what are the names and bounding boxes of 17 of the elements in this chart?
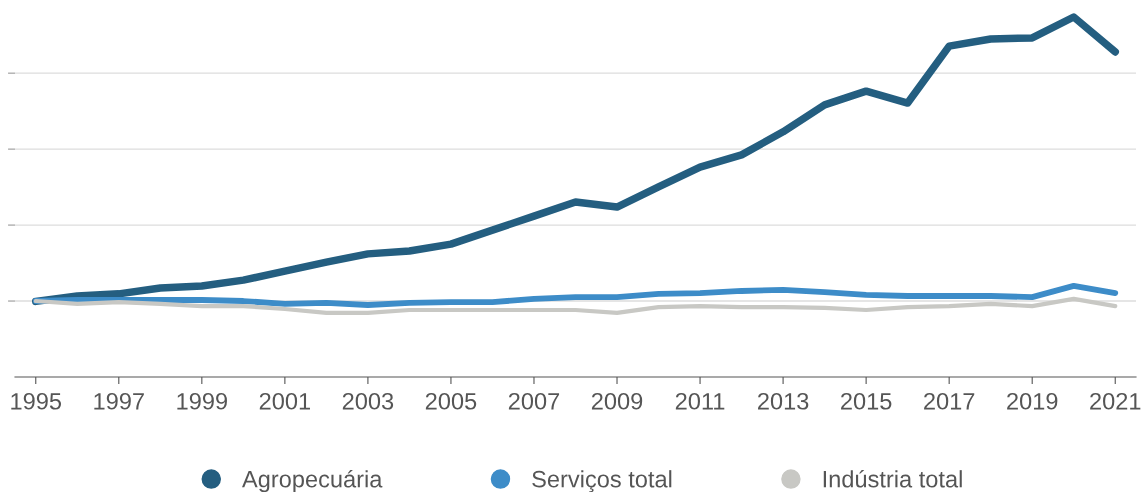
x-tick-label: 2017 bbox=[924, 392, 975, 410]
x-tick-label: 2007 bbox=[508, 392, 560, 410]
x-tick-label: 1997 bbox=[94, 392, 144, 410]
x-tick-label: 2009 bbox=[591, 392, 643, 410]
x-tick-label: 2021 bbox=[1090, 392, 1141, 410]
x-tick-label: 2015 bbox=[841, 392, 892, 410]
x-tick-label: 1999 bbox=[177, 392, 227, 410]
x-tick-label: 2003 bbox=[342, 392, 394, 410]
x-tick-label: 2019 bbox=[1007, 392, 1058, 410]
legend-label: Indústria total bbox=[823, 469, 962, 488]
legend-label: Agropecuária bbox=[242, 469, 383, 492]
x-tick-label: 2001 bbox=[259, 392, 310, 410]
legend-label: Serviços total bbox=[532, 470, 672, 492]
x-tick-label: 1995 bbox=[11, 392, 62, 410]
x-tick-label: 2011 bbox=[675, 392, 725, 410]
x-tick-label: 2005 bbox=[425, 392, 477, 410]
x-tick-label: 2013 bbox=[758, 392, 809, 410]
